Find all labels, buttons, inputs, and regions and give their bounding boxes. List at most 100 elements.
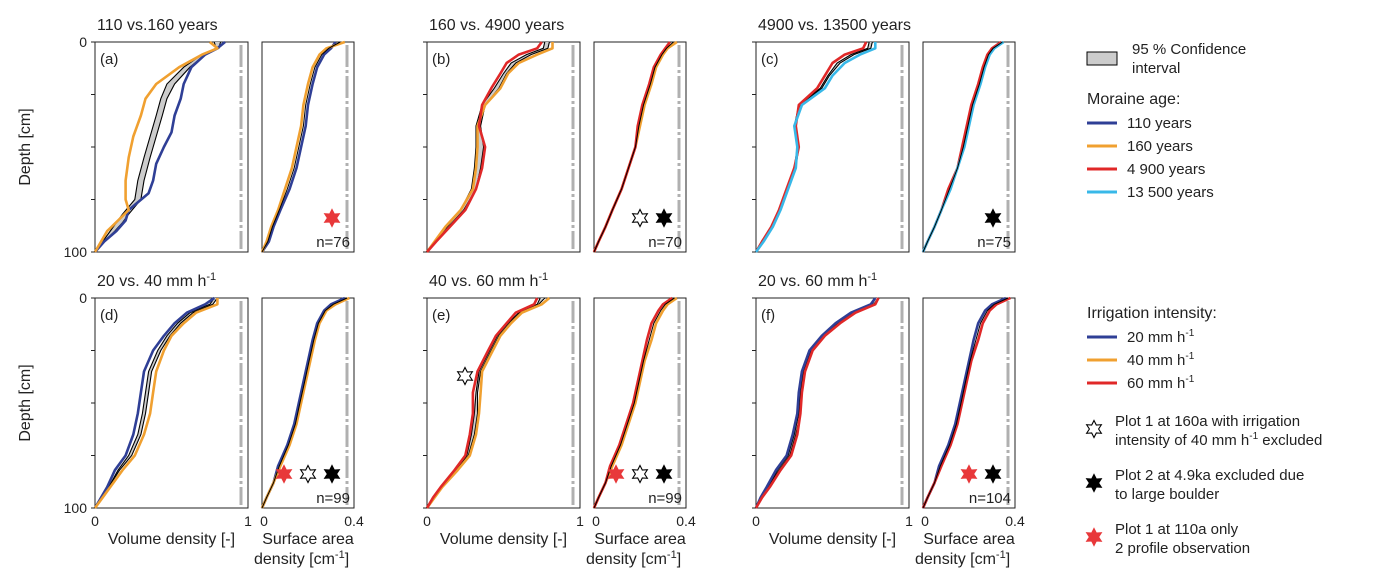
volume-line-b-160 bbox=[425, 42, 554, 253]
volume-axis-title-e: Volume density [-] bbox=[440, 531, 567, 548]
legend-label-20: 20 mm h-1 bbox=[1127, 328, 1195, 346]
star-red-e bbox=[607, 464, 625, 484]
volume-line-c-13500 bbox=[754, 42, 877, 253]
ci-band-e bbox=[427, 298, 545, 508]
panel-label-e: (e) bbox=[432, 307, 450, 324]
star-white-b bbox=[631, 208, 649, 228]
depth-tick-top-d: 0 bbox=[79, 290, 87, 306]
ci-low-line-e bbox=[426, 297, 541, 509]
legend-ci-swatch bbox=[1086, 51, 1118, 66]
panel-title-a: 110 vs.160 years bbox=[97, 17, 218, 34]
ci-high-line-f bbox=[755, 297, 879, 509]
n-label-f: n=104 bbox=[969, 490, 1011, 507]
surface-ci-line-e bbox=[593, 297, 675, 509]
ci-band-a bbox=[95, 42, 221, 252]
legend-label-40: 40 mm h-1 bbox=[1127, 351, 1195, 369]
n-label-b: n=70 bbox=[648, 234, 682, 251]
volume-frame-c bbox=[755, 41, 910, 253]
panel-a: 110 vs.160 years (a) n=76 0 100 Depth [cm] bbox=[17, 17, 355, 260]
ci-high-line-b bbox=[426, 41, 550, 253]
panel-title-b: 160 vs. 4900 years bbox=[429, 17, 564, 34]
panel-title-c: 4900 vs. 13500 years bbox=[758, 17, 911, 34]
surf-tick-right-e: 0.4 bbox=[676, 513, 696, 529]
surface-ci-line-f bbox=[922, 297, 1009, 509]
ci-low-line-a bbox=[94, 41, 217, 253]
n-label-d: n=99 bbox=[316, 490, 350, 507]
legend-note-black-1: Plot 2 at 4.9ka excluded due bbox=[1115, 467, 1304, 484]
panel-title-e: 40 vs. 60 mm h-1 bbox=[429, 271, 548, 290]
depth-axis-title-a: Depth [cm] bbox=[17, 108, 34, 185]
star-red-a bbox=[323, 208, 341, 228]
star-white-d bbox=[299, 464, 317, 484]
volume-line-d-20 bbox=[93, 296, 216, 509]
panel-label-b: (b) bbox=[432, 51, 450, 68]
legend-note-red-2: 2 profile observation bbox=[1115, 540, 1250, 557]
legend-label-13500: 13 500 years bbox=[1127, 184, 1214, 201]
surface-frame-e bbox=[593, 297, 687, 509]
legend-label-4900: 4 900 years bbox=[1127, 161, 1205, 178]
legend-label-60: 60 mm h-1 bbox=[1127, 374, 1195, 392]
star-white-e bbox=[631, 464, 649, 484]
volume-line-b-4900 bbox=[426, 41, 543, 253]
volume-line-e-40 bbox=[425, 296, 551, 509]
surf-tick-left-f: 0 bbox=[921, 513, 929, 529]
surface-ci-line-c bbox=[922, 41, 1003, 253]
volume-line-a-110 bbox=[94, 40, 226, 253]
n-label-e: n=99 bbox=[648, 490, 682, 507]
legend-label-110: 110 years bbox=[1127, 115, 1192, 132]
depth-tick-top-a: 0 bbox=[79, 34, 87, 50]
legend-ci-label-2: interval bbox=[1132, 60, 1180, 77]
surface-frame-c bbox=[922, 41, 1016, 253]
legend-label-160: 160 years bbox=[1127, 138, 1193, 155]
volume-line-a-160 bbox=[93, 40, 219, 253]
legend: 95 % Confidence interval Moraine age: 110 y… bbox=[1085, 41, 1322, 557]
star-black-b bbox=[655, 208, 673, 228]
vol-tick-right-e: 1 bbox=[576, 513, 584, 529]
vol-tick-left-e: 0 bbox=[423, 513, 431, 529]
surf-tick-left-d: 0 bbox=[260, 513, 268, 529]
surface-axis-title-1-d: Surface area bbox=[262, 531, 354, 548]
panel-b: 160 vs. 4900 years (b) n=70 bbox=[423, 17, 687, 253]
depth-axis-title-d: Depth [cm] bbox=[17, 364, 34, 441]
star-white-volume-e bbox=[456, 366, 474, 386]
surface-ci-line-a bbox=[261, 41, 341, 253]
surface-axis-title-2-e: density [cm-1] bbox=[586, 549, 681, 568]
surf-tick-right-d: 0.4 bbox=[344, 513, 364, 529]
depth-tick-bottom-d: 100 bbox=[64, 500, 88, 516]
surface-axis-title-2-f: density [cm-1] bbox=[915, 549, 1010, 568]
n-label-a: n=76 bbox=[316, 234, 350, 251]
legend-irrigation-title: Irrigation intensity: bbox=[1087, 305, 1217, 322]
surface-line-a-110 bbox=[260, 41, 337, 253]
legend-moraine-title: Moraine age: bbox=[1087, 91, 1180, 108]
star-black-e bbox=[655, 464, 673, 484]
n-label-c: n=75 bbox=[977, 234, 1011, 251]
star-black-d bbox=[323, 464, 341, 484]
surf-tick-left-e: 0 bbox=[592, 513, 600, 529]
surface-frame-b bbox=[593, 41, 687, 253]
legend-star-white bbox=[1085, 419, 1103, 439]
vol-tick-right-d: 1 bbox=[244, 513, 252, 529]
star-red-d bbox=[275, 464, 293, 484]
panel-title-f: 20 vs. 60 mm h-1 bbox=[758, 271, 877, 290]
surface-frame-f bbox=[922, 297, 1016, 509]
panel-label-d: (d) bbox=[100, 307, 118, 324]
legend-note-white-2: intensity of 40 mm h-1 excluded bbox=[1115, 431, 1322, 449]
panel-label-a: (a) bbox=[100, 51, 118, 68]
surface-frame-a bbox=[261, 41, 355, 253]
vol-tick-right-f: 1 bbox=[905, 513, 913, 529]
surface-axis-title-2-d: density [cm-1] bbox=[254, 549, 349, 568]
star-red-f bbox=[960, 464, 978, 484]
surf-tick-right-f: 0.4 bbox=[1005, 513, 1025, 529]
surface-ci-line-d bbox=[261, 297, 348, 509]
volume-line-d-40 bbox=[93, 298, 219, 509]
vol-tick-left-f: 0 bbox=[752, 513, 760, 529]
volume-line-e-60 bbox=[425, 297, 539, 509]
panel-title-d: 20 vs. 40 mm h-1 bbox=[97, 271, 216, 290]
surface-line-a-160 bbox=[260, 40, 346, 253]
depth-tick-bottom-a: 100 bbox=[64, 244, 88, 260]
ci-high-line-e bbox=[426, 297, 546, 509]
surface-axis-title-1-f: Surface area bbox=[923, 531, 1015, 548]
